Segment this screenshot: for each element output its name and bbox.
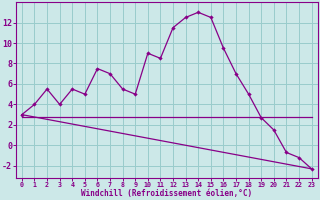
X-axis label: Windchill (Refroidissement éolien,°C): Windchill (Refroidissement éolien,°C) xyxy=(81,189,252,198)
